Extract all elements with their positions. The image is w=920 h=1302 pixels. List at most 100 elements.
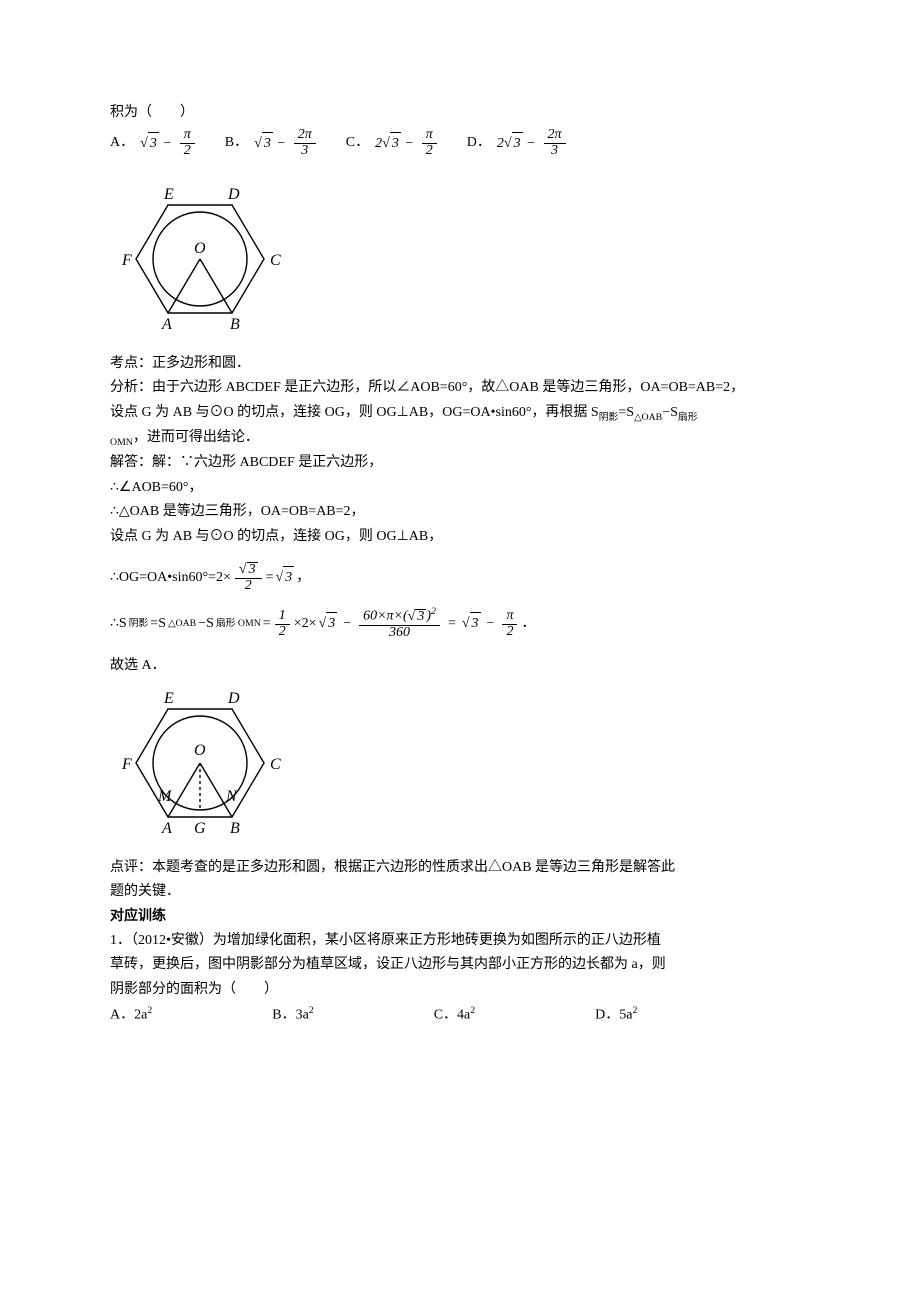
og-rad-num: 3 bbox=[247, 562, 258, 578]
og-equation: ∴OG=OA•sin60°=2× 3 2 = 3 ， bbox=[110, 562, 810, 593]
opt-d-sign: − bbox=[526, 136, 535, 151]
s-eq1: =S bbox=[150, 613, 166, 635]
kaodian-text: 正多边形和圆． bbox=[152, 356, 250, 371]
s-big-den: 360 bbox=[359, 626, 440, 641]
og-frac: 3 2 bbox=[235, 562, 262, 593]
dianping-line-b: 题的关键． bbox=[110, 881, 810, 903]
sqrt-icon: 3 bbox=[408, 609, 427, 625]
opt-c-den: 2 bbox=[422, 144, 437, 159]
option-d: D． 23 − 2π3 bbox=[467, 128, 568, 158]
opt-c-frac: π2 bbox=[422, 128, 437, 158]
q1-opt-b: B．3a2 bbox=[272, 1003, 313, 1027]
lbl2-M: M bbox=[157, 788, 173, 805]
fenxi-line-1: 分析：由于六边形 ABCDEF 是正六边形，所以∠AOB=60°，故△OAB 是… bbox=[110, 377, 810, 399]
sqrt-icon: 3 bbox=[254, 132, 273, 155]
q1-opt-d-sup: 2 bbox=[633, 1005, 638, 1016]
fenxi-label: 分析： bbox=[110, 380, 152, 395]
opt-d-coef: 2 bbox=[497, 136, 504, 151]
q1-opt-c-sup: 2 bbox=[470, 1005, 475, 1016]
s-tail: ． bbox=[521, 613, 535, 635]
opt-c-label: C． bbox=[346, 132, 369, 154]
lbl2-N: N bbox=[225, 788, 238, 805]
s-big-num-rad: 3 bbox=[415, 609, 426, 625]
lbl-D: D bbox=[227, 186, 240, 203]
opt-a-rad: 3 bbox=[148, 132, 159, 155]
fenxi-sub3: 扇形 bbox=[678, 411, 698, 422]
og-tail: ， bbox=[296, 567, 310, 589]
s-res-den: 2 bbox=[502, 625, 517, 640]
lbl-A: A bbox=[161, 316, 172, 333]
sqrt-icon: 3 bbox=[140, 132, 159, 155]
options-main: A． 3 − π2 B． 3 − 2π3 C． 23 − π2 D． 23 − … bbox=[110, 128, 810, 158]
fenxi-sub1: 阴影 bbox=[599, 411, 619, 422]
s-bigfrac: 60×π×(3)2 360 bbox=[359, 607, 440, 640]
lbl2-O: O bbox=[194, 742, 206, 759]
sqrt-icon: 3 bbox=[239, 562, 258, 578]
sqrt-icon: 3 bbox=[275, 566, 294, 589]
jieda-label: 解答： bbox=[110, 455, 152, 470]
fenxi-sub3b: OMN bbox=[110, 437, 133, 448]
jieda-line-1: 解答：解：∵六边形 ABCDEF 是正六边形， bbox=[110, 452, 810, 474]
q1-line-a: 1．（2012•安徽）为增加绿化面积，某小区将原来正方形地砖更换为如图所示的正八… bbox=[110, 930, 810, 952]
q1-line-c: 阴影部分的面积为（ ） bbox=[110, 979, 810, 1001]
s-minus3: − bbox=[487, 613, 495, 635]
s-times: ×2× bbox=[294, 613, 317, 635]
lbl-E: E bbox=[163, 186, 174, 203]
opt-a-sign: − bbox=[162, 136, 171, 151]
sqrt-icon: 3 bbox=[462, 612, 481, 635]
hexagon-figure-1: E D F C A B O bbox=[110, 177, 810, 347]
opt-b-num: 2π bbox=[294, 128, 316, 144]
s-half: 12 bbox=[275, 609, 290, 639]
dianping-label: 点评： bbox=[110, 860, 152, 875]
guxuan: 故选 A． bbox=[110, 655, 810, 677]
q1-line-b: 草砖，更换后，图中阴影部分为植草区域，设正八边形与其内部小正方形的边长都为 a，… bbox=[110, 954, 810, 976]
s-res-rad: 3 bbox=[470, 612, 481, 635]
og-mid: = bbox=[266, 567, 274, 589]
opt-d-frac: 2π3 bbox=[544, 128, 566, 158]
fenxi-minus: −S bbox=[662, 405, 678, 420]
s-eq3: = bbox=[448, 613, 456, 635]
opt-d-label: D． bbox=[467, 132, 491, 154]
fenxi-tail: ，进而可得出结论． bbox=[133, 430, 259, 445]
intro-fragment: 积为（ ） bbox=[110, 102, 810, 124]
sqrt-icon: 3 bbox=[504, 132, 523, 155]
fenxi-line-3: OMN，进而可得出结论． bbox=[110, 427, 810, 450]
opt-b-rad: 3 bbox=[262, 132, 273, 155]
s-equation: ∴S阴影 =S△OAB −S扇形 OMN = 12 ×2× 3 − 60×π×(… bbox=[110, 607, 810, 640]
lbl2-B: B bbox=[230, 820, 240, 837]
s-eq2: = bbox=[263, 613, 271, 635]
lbl2-A: A bbox=[161, 820, 172, 837]
opt-d-den: 3 bbox=[544, 144, 566, 159]
q1-opt-a-text: A．2a bbox=[110, 1008, 147, 1023]
opt-d-rad: 3 bbox=[512, 132, 523, 155]
lbl2-C: C bbox=[270, 756, 281, 773]
q1-opt-c: C．4a2 bbox=[434, 1003, 475, 1027]
s-sub2: △OAB bbox=[168, 616, 196, 632]
opt-b-label: B． bbox=[225, 132, 248, 154]
q1-opt-b-text: B．3a bbox=[272, 1008, 309, 1023]
kaodian-label: 考点： bbox=[110, 356, 152, 371]
fenxi-text-a: 由于六边形 ABCDEF 是正六边形，所以∠AOB=60°，故△OAB 是等边三… bbox=[152, 380, 744, 395]
fenxi-eq: =S bbox=[618, 405, 634, 420]
q1-opt-d-text: D．5a bbox=[595, 1008, 632, 1023]
s-minus2: − bbox=[343, 613, 351, 635]
opt-c-rad: 3 bbox=[390, 132, 401, 155]
q1-opt-b-sup: 2 bbox=[309, 1005, 314, 1016]
dianping-line-a: 点评：本题考查的是正多边形和圆，根据正六边形的性质求出△OAB 是等边三角形是解… bbox=[110, 857, 810, 879]
q1-opt-a-sup: 2 bbox=[147, 1005, 152, 1016]
s-res-num: π bbox=[502, 609, 517, 625]
option-b: B． 3 − 2π3 bbox=[225, 128, 318, 158]
kaodian-line: 考点：正多边形和圆． bbox=[110, 353, 810, 375]
opt-d-num: 2π bbox=[544, 128, 566, 144]
og-num: 3 bbox=[235, 562, 262, 579]
training-header: 对应训练 bbox=[110, 906, 810, 928]
hexagon-figure-2: E D F C A B O M N G bbox=[110, 681, 810, 851]
q1-opt-d: D．5a2 bbox=[595, 1003, 637, 1027]
lbl2-F: F bbox=[121, 756, 132, 773]
opt-c-coef: 2 bbox=[375, 136, 382, 151]
s-half-den: 2 bbox=[275, 625, 290, 640]
option-c: C． 23 − π2 bbox=[346, 128, 439, 158]
q1-options: A．2a2 B．3a2 C．4a2 D．5a2 bbox=[110, 1003, 810, 1027]
s-big-num-sup: 2 bbox=[431, 606, 436, 617]
s-big-num: 60×π×(3)2 bbox=[359, 607, 440, 625]
